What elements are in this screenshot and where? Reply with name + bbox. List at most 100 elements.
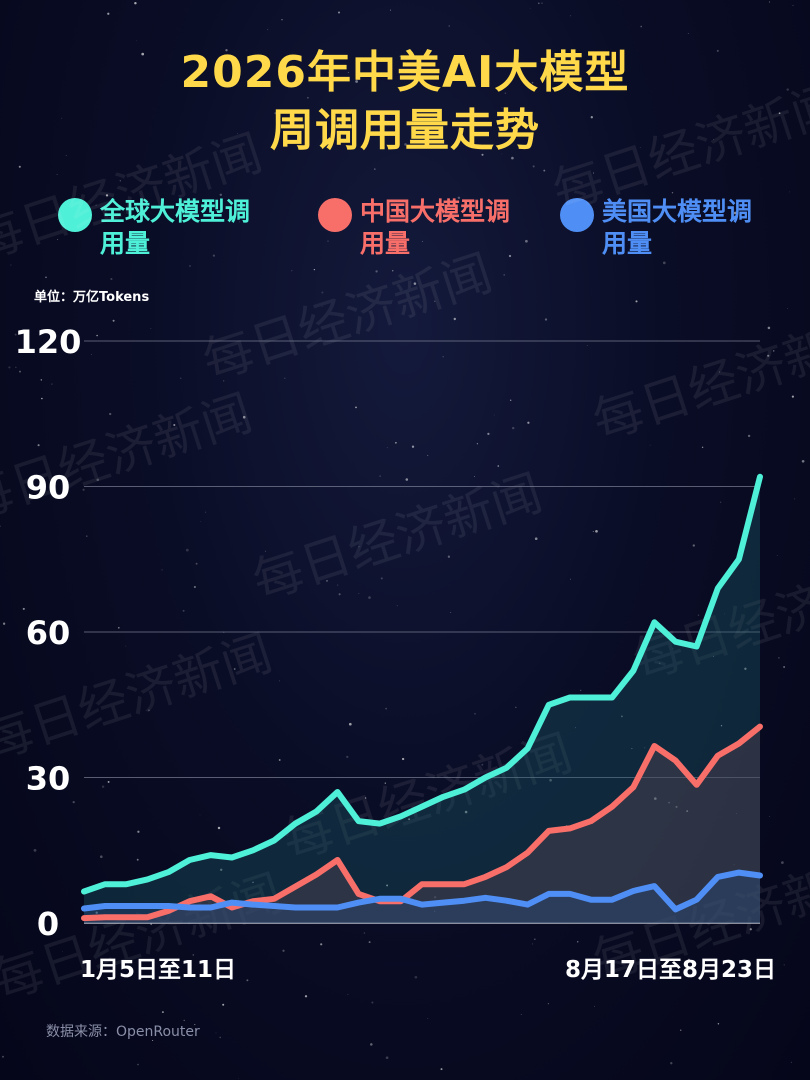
star [267,29,269,31]
chart-title: 2026年中美AI大模型 周调用量走势 [0,44,810,160]
star [284,377,286,379]
star [474,712,476,715]
star [427,454,429,456]
unit-label: 单位：万亿Tokens [34,290,150,305]
star [653,797,657,800]
star [326,580,328,582]
y-tick-label: 30 [26,760,71,798]
star [440,1068,443,1071]
star [781,861,784,864]
star [2,622,6,625]
star [278,759,281,761]
star [736,813,737,814]
star [161,1011,164,1014]
star [744,667,747,670]
star [532,165,535,168]
star [679,1029,682,1031]
star [783,666,785,668]
star [701,446,704,449]
star [51,383,53,385]
star [233,668,236,670]
legend-item-usa: 美国大模型调用量 [560,196,772,260]
star [252,881,254,884]
star [595,529,598,533]
star [687,958,690,962]
star [161,569,163,571]
star [338,593,341,596]
watermark-text: 每日经济新闻 [196,244,499,392]
source-note: 数据来源：OpenRouter [46,1024,200,1040]
star [481,763,484,766]
legend-dot-usa [560,198,594,232]
star [448,25,450,27]
y-tick-label: 0 [37,905,59,943]
star [380,577,383,580]
star [274,112,277,115]
star [18,165,21,168]
star [33,849,37,852]
star [96,334,98,337]
star [107,12,110,15]
star [136,858,139,861]
star [137,1063,139,1066]
star [434,300,436,302]
star [304,995,308,998]
star [747,434,751,438]
star [421,240,423,242]
star [246,979,249,982]
star [217,826,221,830]
star [57,239,59,240]
star [411,445,415,448]
star [0,525,1,527]
star [767,326,771,330]
star [668,801,670,804]
star [733,864,735,866]
star [586,345,588,346]
star [697,614,700,616]
star [534,537,538,540]
star [371,1001,374,1004]
star [635,300,638,303]
star [320,943,323,946]
star [787,307,789,309]
star [529,7,531,9]
star [592,530,594,533]
star [487,432,490,436]
star [537,2,540,5]
star [792,5,794,7]
star [183,1019,185,1022]
star [355,406,357,409]
star [547,1003,549,1005]
star [239,221,240,223]
star [493,414,495,416]
star [223,380,225,382]
star [590,116,593,119]
star [733,211,737,215]
star [593,1005,595,1007]
star [95,911,98,914]
star [56,174,58,175]
watermark-text: 每日经济新闻 [586,304,810,452]
star [385,707,387,710]
star [22,607,25,610]
star [450,612,452,613]
series-area-0 [84,476,760,923]
star [375,270,378,273]
y-tick-label: 60 [26,614,71,652]
star [101,785,105,789]
star [141,52,145,56]
star [414,975,418,979]
star [200,521,202,522]
star [2,1055,4,1058]
star [72,800,75,804]
star [192,954,195,956]
star [639,147,641,149]
star [508,254,512,258]
star [570,15,572,17]
star [358,593,360,594]
legend-dot-global [58,198,92,232]
star [447,555,451,558]
star [391,269,394,272]
star [105,194,109,197]
star [279,680,280,682]
